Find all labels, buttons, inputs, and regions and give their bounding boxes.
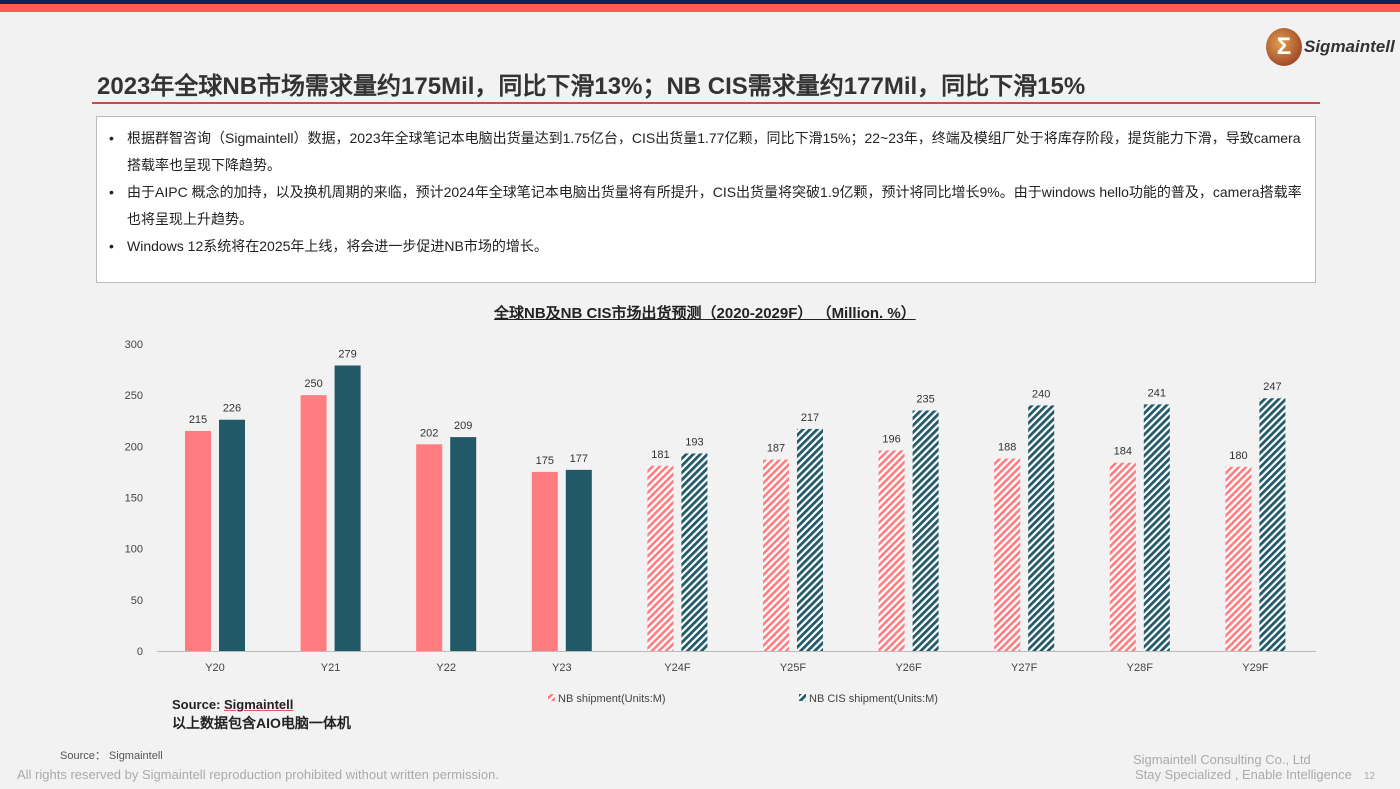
data-label: 175	[536, 455, 554, 467]
data-label: 181	[651, 449, 669, 461]
x-tick-label: Y22	[436, 662, 456, 674]
y-tick-label: 300	[125, 339, 143, 351]
x-tick-label: Y20	[205, 662, 225, 674]
data-label: 188	[998, 442, 1016, 454]
data-label: 215	[189, 414, 207, 426]
bar-nb	[994, 458, 1021, 651]
bar-cis	[1143, 404, 1170, 651]
bullet: 由于AIPC 概念的加持，以及换机周期的来临，预计2024年全球笔记本电脑出货量…	[109, 179, 1303, 233]
data-label: 177	[570, 453, 588, 465]
legend-label: NB CIS shipment(Units:M)	[809, 693, 938, 705]
source-label: Source:	[172, 697, 225, 712]
title-divider	[92, 102, 1320, 104]
top-navy-band	[0, 0, 1400, 4]
bar-cis	[1259, 398, 1286, 651]
data-label: 196	[882, 433, 900, 445]
chart-source: Source: Sigmaintell	[172, 697, 293, 712]
bar-nb	[763, 459, 789, 651]
bar-nb	[531, 471, 558, 651]
data-label: 226	[223, 403, 241, 415]
data-label: 235	[916, 394, 934, 406]
y-tick-label: 150	[125, 493, 143, 505]
data-label: 193	[685, 436, 703, 448]
legend-swatch	[548, 694, 555, 701]
data-label: 180	[1229, 450, 1247, 462]
legend-swatch	[799, 694, 806, 701]
x-tick-label: Y28F	[1127, 662, 1154, 674]
bar-nb	[647, 465, 674, 651]
bullet: 根据群智咨询（Sigmaintell）数据，2023年全球笔记本电脑出货量达到1…	[109, 125, 1303, 179]
x-tick-label: Y27F	[1011, 662, 1038, 674]
bar-cis	[797, 428, 823, 651]
slide-title: 2023年全球NB市场需求量约175Mil，同比下滑13%；NB CIS需求量约…	[97, 73, 1086, 100]
x-tick-label: Y29F	[1242, 662, 1269, 674]
bar-cis	[681, 453, 708, 651]
x-tick-label: Y23	[552, 662, 572, 674]
bar-nb	[878, 450, 905, 651]
bar-cis	[219, 419, 245, 651]
data-label: 217	[801, 412, 819, 424]
summary-box: 根据群智咨询（Sigmaintell）数据，2023年全球笔记本电脑出货量达到1…	[96, 116, 1316, 283]
x-tick-label: Y24F	[664, 662, 691, 674]
data-label: 187	[767, 443, 785, 455]
y-tick-label: 0	[137, 646, 143, 658]
bullet: Windows 12系统将在2025年上线，将会进一步促进NB市场的增长。	[109, 233, 1303, 260]
data-label: 241	[1148, 387, 1166, 399]
legend-label: NB shipment(Units:M)	[558, 693, 666, 705]
source-name: Sigmaintell	[224, 697, 294, 712]
data-label: 250	[304, 378, 322, 390]
data-label: 279	[338, 348, 356, 360]
bar-cis	[1028, 405, 1055, 651]
y-tick-label: 250	[125, 390, 143, 402]
bar-cis	[565, 469, 592, 651]
footer-rights: All rights reserved by Sigmaintell repro…	[17, 767, 499, 782]
bar-nb	[416, 444, 443, 651]
data-label: 247	[1263, 381, 1281, 393]
x-tick-label: Y21	[321, 662, 341, 674]
data-label: 184	[1114, 446, 1132, 458]
chart-title: 全球NB及NB CIS市场出货预测（2020-2029F） （Million. …	[494, 305, 916, 322]
bar-cis	[334, 365, 361, 651]
chart-note: 以上数据包含AIO电脑一体机	[172, 715, 351, 731]
bar-nb	[185, 430, 211, 651]
bar-nb	[300, 395, 327, 651]
logo-icon: Σ	[1266, 28, 1302, 66]
data-label: 240	[1032, 388, 1050, 400]
logo: Σ Sigmaintell	[1266, 28, 1395, 66]
data-label: 202	[420, 427, 438, 439]
logo-text: Sigmaintell	[1304, 37, 1395, 56]
top-red-band	[0, 4, 1400, 12]
bar-cis	[912, 410, 939, 651]
footer-company: Sigmaintell Consulting Co., Ltd	[1133, 752, 1311, 767]
bar-cis	[450, 437, 477, 651]
x-tick-label: Y26F	[895, 662, 922, 674]
x-tick-label: Y25F	[780, 662, 807, 674]
footer-source: Source： Sigmaintell	[60, 750, 163, 762]
page-number: 12	[1364, 771, 1376, 782]
bar-nb	[1225, 466, 1252, 651]
bar-nb	[1109, 462, 1136, 651]
y-tick-label: 100	[125, 544, 143, 556]
data-label: 209	[454, 420, 472, 432]
y-tick-label: 200	[125, 441, 143, 453]
footer-slogan: Stay Specialized , Enable Intelligence	[1135, 767, 1352, 782]
y-tick-label: 50	[131, 595, 143, 607]
